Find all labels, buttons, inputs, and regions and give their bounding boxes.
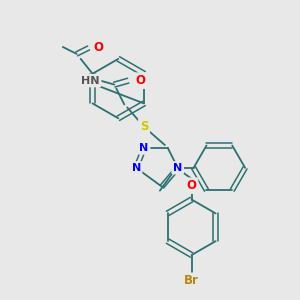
Text: O: O xyxy=(94,41,103,55)
Text: N: N xyxy=(131,163,141,173)
Text: HN: HN xyxy=(81,76,100,85)
Text: N: N xyxy=(140,143,149,153)
Text: S: S xyxy=(140,120,148,133)
Text: N: N xyxy=(173,163,182,173)
Text: Br: Br xyxy=(184,274,199,287)
Text: O: O xyxy=(135,74,145,87)
Text: O: O xyxy=(187,179,196,192)
